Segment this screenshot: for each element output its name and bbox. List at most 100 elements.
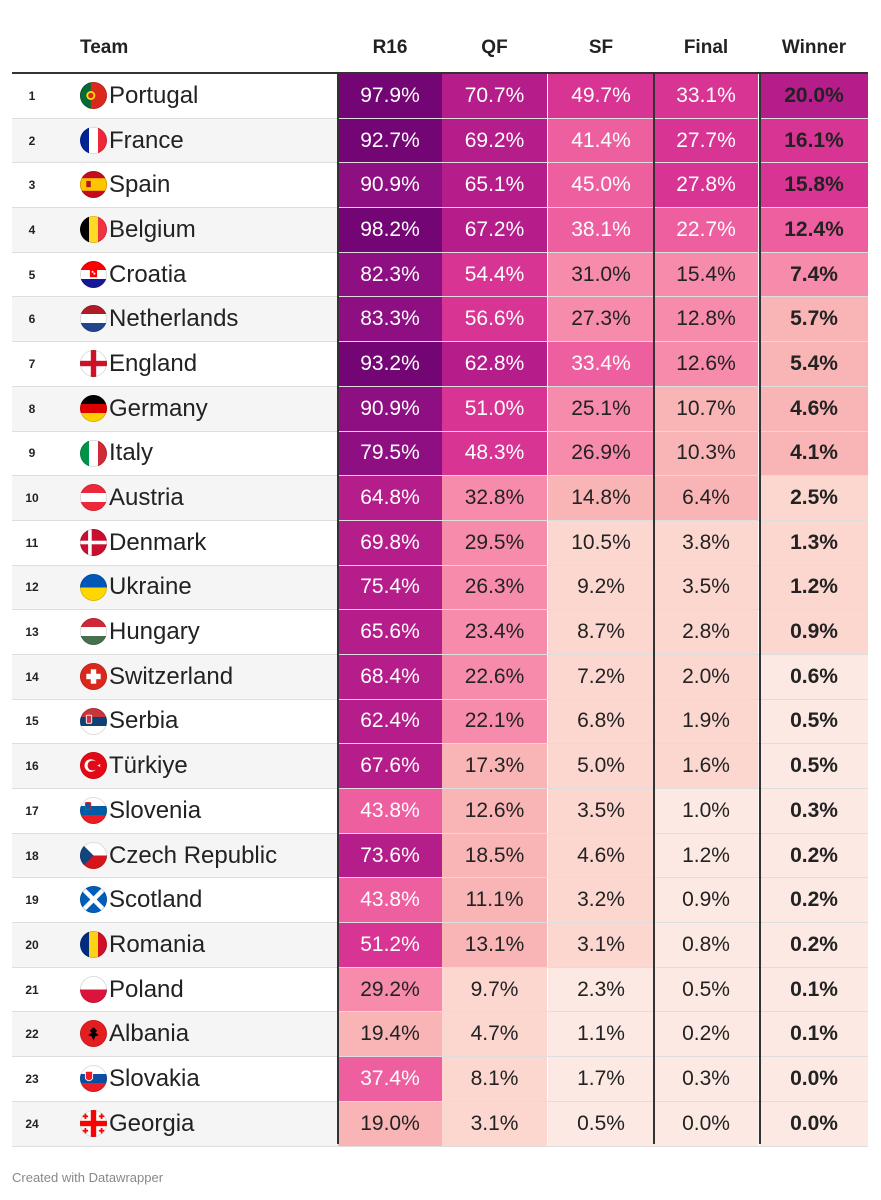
- winner-cell: 7.4%: [760, 252, 868, 297]
- serbia-flag-icon: [80, 707, 107, 735]
- datawrapper-credit[interactable]: Created with Datawrapper: [12, 1170, 164, 1185]
- team-name: Scotland: [109, 886, 203, 914]
- rank-number: 10: [25, 491, 39, 506]
- r16-cell: 97.9%: [338, 74, 442, 118]
- qf-cell: 3.1%: [442, 1101, 547, 1146]
- final-cell: 10.7%: [654, 386, 758, 431]
- table-row: 6 Netherlands 83.3% 56.6% 27.3% 12.8% 5.7%: [12, 297, 868, 343]
- sf-cell: 1.7%: [548, 1057, 654, 1101]
- column-divider-final: [653, 72, 655, 1144]
- rank-number: 24: [25, 1116, 39, 1131]
- qf-cell: 48.3%: [442, 431, 547, 476]
- qf-cell: 29.5%: [442, 520, 547, 565]
- table-row: 20 Romania 51.2% 13.1% 3.1% 0.8% 0.2%: [12, 923, 868, 968]
- winner-cell: 0.1%: [760, 967, 868, 1012]
- rank-number: 8: [28, 401, 36, 416]
- header-sf[interactable]: SF: [588, 37, 614, 58]
- r16-cell: 69.8%: [338, 520, 442, 565]
- header-qf[interactable]: QF: [481, 37, 508, 58]
- table-row: 18 Czech Republic 73.6% 18.5% 4.6% 1.2% 0.2%: [12, 833, 868, 879]
- r16-cell: 37.4%: [338, 1057, 442, 1101]
- rank-number: 11: [25, 535, 39, 550]
- rank-number: 16: [25, 759, 39, 774]
- team-name: Serbia: [109, 707, 179, 735]
- sf-cell: 38.1%: [548, 208, 654, 252]
- slovenia-flag-icon: [80, 797, 107, 824]
- qf-cell: 22.6%: [442, 654, 547, 699]
- team-name: Türkiye: [109, 752, 188, 780]
- table-row: 5 Croatia 82.3% 54.4% 31.0% 15.4% 7.4%: [12, 252, 868, 298]
- qf-cell: 65.1%: [442, 163, 547, 208]
- r16-cell: 43.8%: [338, 878, 442, 923]
- rank-number: 1: [28, 88, 36, 103]
- r16-cell: 65.6%: [338, 610, 442, 654]
- header-team[interactable]: Team: [80, 37, 129, 58]
- winner-cell: 5.7%: [760, 297, 868, 342]
- r16-cell: 98.2%: [338, 208, 442, 252]
- team-name: Croatia: [109, 260, 187, 288]
- r16-cell: 67.6%: [338, 744, 442, 788]
- r16-cell: 19.0%: [338, 1101, 442, 1146]
- qf-cell: 51.0%: [442, 386, 547, 431]
- winner-cell: 2.5%: [760, 476, 868, 520]
- rank-number: 7: [28, 356, 36, 371]
- table-row: 4 Belgium 98.2% 67.2% 38.1% 22.7% 12.4%: [12, 208, 868, 253]
- winner-cell: 0.1%: [760, 1012, 868, 1057]
- table-row: 10 Austria 64.8% 32.8% 14.8% 6.4% 2.5%: [12, 476, 868, 521]
- final-cell: 1.0%: [654, 789, 758, 833]
- final-cell: 1.9%: [654, 699, 758, 744]
- slovakia-flag-icon: [80, 1065, 107, 1093]
- qf-cell: 9.7%: [442, 967, 547, 1012]
- qf-cell: 18.5%: [442, 833, 547, 878]
- denmark-flag-icon: [80, 528, 107, 556]
- r16-cell: 92.7%: [338, 118, 442, 163]
- r16-cell: 51.2%: [338, 923, 442, 967]
- header-final[interactable]: Final: [683, 37, 729, 58]
- r16-cell: 90.9%: [338, 163, 442, 208]
- portugal-flag-icon: [80, 82, 107, 109]
- final-cell: 0.5%: [654, 967, 758, 1012]
- team-name: Belgium: [109, 215, 196, 243]
- winner-cell: 0.2%: [760, 923, 868, 967]
- team-name: England: [109, 349, 198, 377]
- final-cell: 6.4%: [654, 476, 758, 520]
- probability-table: Team R16 QF SF Final Winner 1 Portugal 97.…: [12, 22, 868, 1147]
- header-rank[interactable]: [12, 22, 52, 72]
- sf-cell: 3.1%: [548, 923, 654, 967]
- final-cell: 22.7%: [654, 208, 758, 252]
- sf-cell: 10.5%: [548, 520, 654, 565]
- rank-number: 3: [28, 178, 36, 193]
- team-name: Spain: [109, 171, 171, 199]
- final-cell: 0.8%: [654, 923, 758, 967]
- table-row: 23 Slovakia 37.4% 8.1% 1.7% 0.3% 0.0%: [12, 1057, 868, 1102]
- final-cell: 2.8%: [654, 610, 758, 654]
- header-winner[interactable]: Winner: [781, 37, 847, 58]
- qf-cell: 22.1%: [442, 699, 547, 744]
- rank-number: 21: [25, 982, 39, 997]
- winner-cell: 5.4%: [760, 342, 868, 386]
- qf-cell: 8.1%: [442, 1057, 547, 1101]
- czech-republic-flag-icon: [80, 841, 107, 869]
- team-name: Czech Republic: [109, 841, 278, 869]
- final-cell: 12.8%: [654, 297, 758, 342]
- table-row: 7 England 93.2% 62.8% 33.4% 12.6% 5.4%: [12, 342, 868, 387]
- qf-cell: 11.1%: [442, 878, 547, 923]
- rank-number: 9: [28, 446, 36, 461]
- sf-cell: 3.2%: [548, 878, 654, 923]
- final-cell: 0.3%: [654, 1057, 758, 1101]
- header-r16[interactable]: R16: [372, 37, 408, 58]
- table-row: 19 Scotland 43.8% 11.1% 3.2% 0.9% 0.2%: [12, 878, 868, 924]
- austria-flag-icon: [80, 484, 107, 512]
- table-row: 8 Germany 90.9% 51.0% 25.1% 10.7% 4.6%: [12, 386, 868, 432]
- r16-cell: 29.2%: [338, 967, 442, 1012]
- r16-cell: 19.4%: [338, 1012, 442, 1057]
- team-name: Slovakia: [109, 1064, 200, 1092]
- winner-cell: 0.9%: [760, 610, 868, 654]
- sf-cell: 4.6%: [548, 833, 654, 878]
- rank-number: 17: [25, 803, 39, 818]
- albania-flag-icon: [80, 1020, 107, 1048]
- table-header: Team R16 QF SF Final Winner: [12, 22, 868, 74]
- column-divider-r16: [337, 72, 339, 1144]
- r16-cell: 79.5%: [338, 431, 442, 476]
- table-row: 15 Serbia 62.4% 22.1% 6.8% 1.9% 0.5%: [12, 699, 868, 745]
